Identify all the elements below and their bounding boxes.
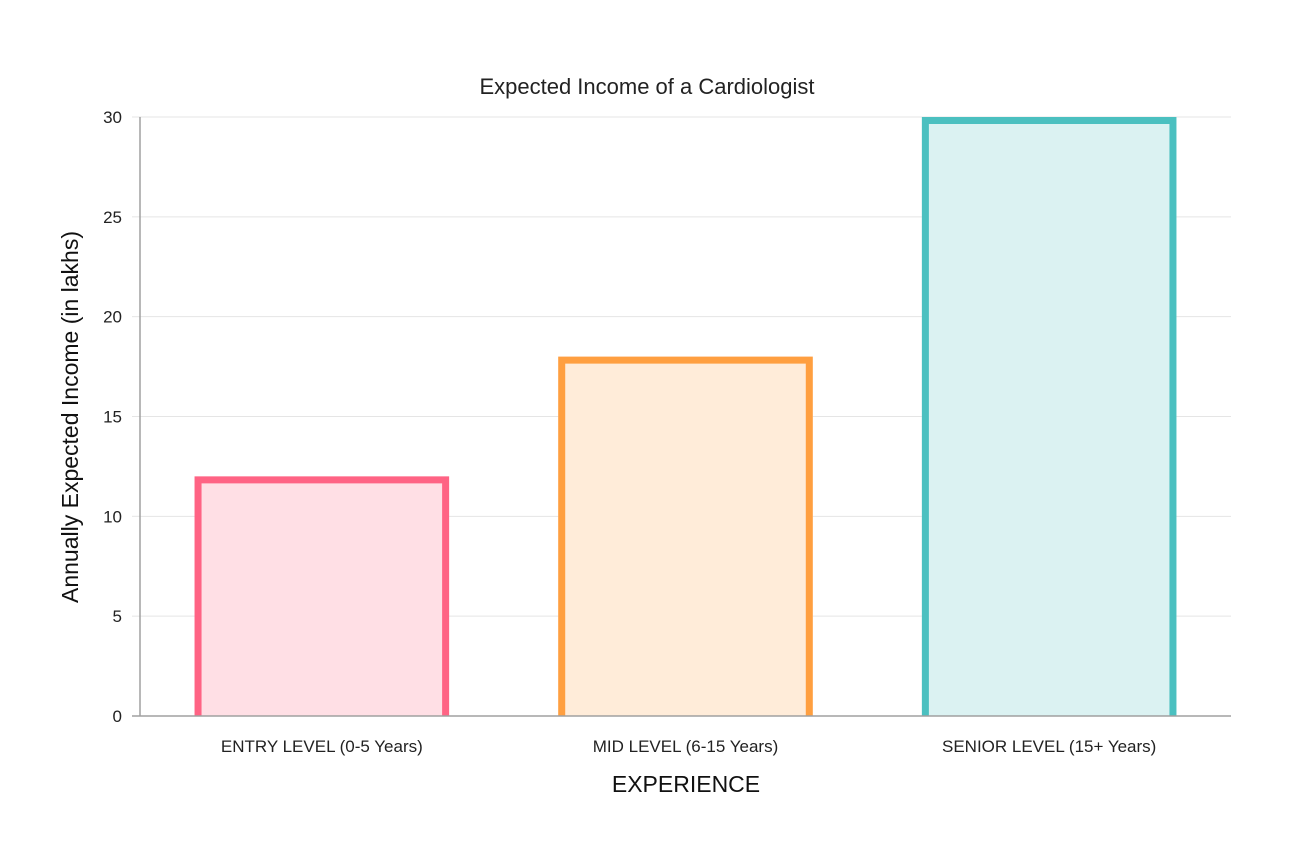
bar-fill — [194, 476, 450, 716]
x-category-label: ENTRY LEVEL (0-5 Years) — [221, 737, 423, 756]
x-axis-title: EXPERIENCE — [612, 771, 760, 797]
y-tick-label: 30 — [103, 108, 122, 127]
axes — [132, 117, 1231, 717]
x-category-label: SENIOR LEVEL (15+ Years) — [942, 737, 1156, 756]
bar — [921, 117, 1177, 716]
y-tick-labels: 0 5 10 15 20 25 30 — [103, 108, 122, 726]
y-tick-label: 15 — [103, 408, 122, 427]
x-category-label: MID LEVEL (6-15 Years) — [593, 737, 779, 756]
bar — [558, 356, 813, 716]
bars — [194, 117, 1177, 716]
bar-fill — [921, 117, 1177, 716]
y-tick-label: 25 — [103, 208, 122, 227]
y-tick-label: 5 — [113, 607, 122, 626]
y-tick-label: 0 — [113, 707, 122, 726]
y-tick-label: 10 — [103, 507, 122, 526]
chart-title: Expected Income of a Cardiologist — [479, 74, 814, 99]
y-axis-title: Annually Expected Income (in lakhs) — [57, 231, 83, 603]
x-category-labels: ENTRY LEVEL (0-5 Years) MID LEVEL (6-15 Y… — [221, 737, 1156, 756]
y-tick-label: 20 — [103, 308, 122, 327]
bar — [194, 476, 450, 716]
bar-fill — [558, 356, 813, 716]
